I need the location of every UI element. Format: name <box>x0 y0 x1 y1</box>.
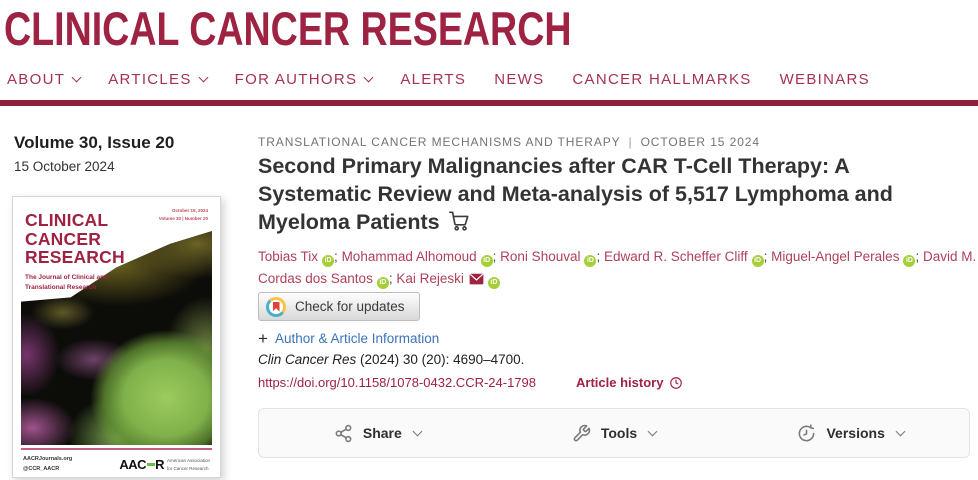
orcid-icon[interactable]: iD <box>903 255 916 267</box>
journal-title: CLINICAL CANCER RESEARCH <box>4 2 572 55</box>
chevron-down-icon <box>895 426 906 436</box>
orcid-icon[interactable]: iD <box>584 255 597 267</box>
author-article-information-link[interactable]: Author & Article Information <box>274 331 440 346</box>
orcid-icon[interactable]: iD <box>487 277 500 290</box>
article-toolbar: Share Tools Versions <box>258 408 970 458</box>
author-link[interactable]: Kai Rejeski <box>396 271 464 287</box>
orcid-icon[interactable]: iD <box>751 255 764 267</box>
chevron-down-icon <box>647 426 658 436</box>
article-title: Second Primary Malignancies after CAR T-… <box>258 154 893 234</box>
check-for-updates-button[interactable]: Check for updates <box>258 292 420 321</box>
author-link[interactable]: Mohammad Alhomoud <box>341 249 477 264</box>
chevron-down-icon <box>412 426 423 436</box>
author-link[interactable]: Tobias Tix <box>258 249 319 264</box>
author-link[interactable]: Roni Shouval <box>500 249 581 264</box>
author: Tobias Tix iD; <box>258 249 342 267</box>
nav-cancer-hallmarks[interactable]: CANCER HALLMARKS <box>572 71 752 88</box>
chevron-down-icon <box>363 72 374 83</box>
main-nav: ABOUT ARTICLES FOR AUTHORS ALERTS NEWS C… <box>7 71 870 88</box>
orcid-icon[interactable]: iD <box>480 255 493 267</box>
nav-news[interactable]: NEWS <box>494 71 545 88</box>
issue-date: 15 October 2024 <box>14 159 115 174</box>
doi-link[interactable]: https://doi.org/10.1158/1078-0432.CCR-24… <box>258 375 537 390</box>
cover-social-links: AACRJournals.org @CCR_AACR <box>23 456 73 472</box>
versions-history-icon <box>797 423 816 443</box>
nav-about[interactable]: ABOUT <box>7 71 82 88</box>
category-separator: | <box>628 135 633 149</box>
doi-row: https://doi.org/10.1158/1078-0432.CCR-24… <box>258 375 683 390</box>
versions-dropdown[interactable]: Versions <box>732 409 969 457</box>
author-list: Tobias Tix iD; Mohammad Alhomoud iD; Roni … <box>258 246 978 291</box>
nav-webinars[interactable]: WEBINARS <box>779 71 870 88</box>
aacr-logo: AAC R American Association for Cancer Res… <box>119 457 210 472</box>
history-clock-icon <box>670 376 683 389</box>
author-link[interactable]: Edward R. Scheffer Cliff <box>604 249 748 264</box>
share-dropdown[interactable]: Share <box>259 409 496 457</box>
author-link[interactable]: David M. Cordas dos Santos <box>258 249 977 287</box>
add-to-cart-icon[interactable] <box>448 210 470 232</box>
article-category-link[interactable]: TRANSLATIONAL CANCER MECHANISMS AND THER… <box>258 135 621 149</box>
category-row: TRANSLATIONAL CANCER MECHANISMS AND THER… <box>258 135 760 149</box>
author: David M. Cordas dos Santos iD; <box>258 249 977 290</box>
cover-footer: AACRJournals.org @CCR_AACR AAC R American… <box>23 455 210 475</box>
tools-dropdown[interactable]: Tools <box>496 409 733 457</box>
article-date: OCTOBER 15 2024 <box>640 135 760 149</box>
aacr-logo-dash <box>146 462 155 467</box>
author: Kai Rejeski iD <box>396 271 500 290</box>
orcid-icon[interactable]: iD <box>376 277 389 290</box>
author: Miguel-Angel Perales iD; <box>771 249 923 267</box>
plus-icon: + <box>258 329 268 348</box>
share-icon <box>334 424 353 443</box>
tools-wrench-icon <box>572 424 591 443</box>
chevron-down-icon <box>198 72 209 83</box>
issue-cover[interactable]: October 15, 2024 Volume 30 | Number 20 C… <box>12 196 221 478</box>
nav-articles[interactable]: ARTICLES <box>108 71 209 88</box>
article-history-link[interactable]: Article history <box>576 375 683 390</box>
citation: Clin Cancer Res (2024) 30 (20): 4690–470… <box>258 352 525 367</box>
email-icon[interactable] <box>469 273 484 285</box>
cover-issue-info: October 15, 2024 Volume 30 | Number 20 <box>158 208 208 221</box>
author: Roni Shouval iD; <box>500 249 604 267</box>
cover-journal-title: CLINICAL CANCER RESEARCH <box>25 210 125 268</box>
author-link[interactable]: Miguel-Angel Perales <box>771 249 900 264</box>
author: Mohammad Alhomoud iD; <box>341 249 501 267</box>
author: Edward R. Scheffer Cliff iD; <box>604 249 771 267</box>
nav-for-authors[interactable]: FOR AUTHORS <box>235 71 374 88</box>
nav-alerts[interactable]: ALERTS <box>400 71 467 88</box>
brand-divider <box>0 100 978 106</box>
author-info-toggle[interactable]: + Author & Article Information <box>258 330 439 347</box>
chevron-down-icon <box>71 72 82 83</box>
cover-rule <box>21 448 212 450</box>
cover-subtitle: The Journal of Clinical and Translationa… <box>25 274 109 291</box>
crossmark-icon <box>266 296 286 317</box>
volume-issue: Volume 30, Issue 20 <box>14 133 175 152</box>
orcid-icon[interactable]: iD <box>322 255 335 267</box>
